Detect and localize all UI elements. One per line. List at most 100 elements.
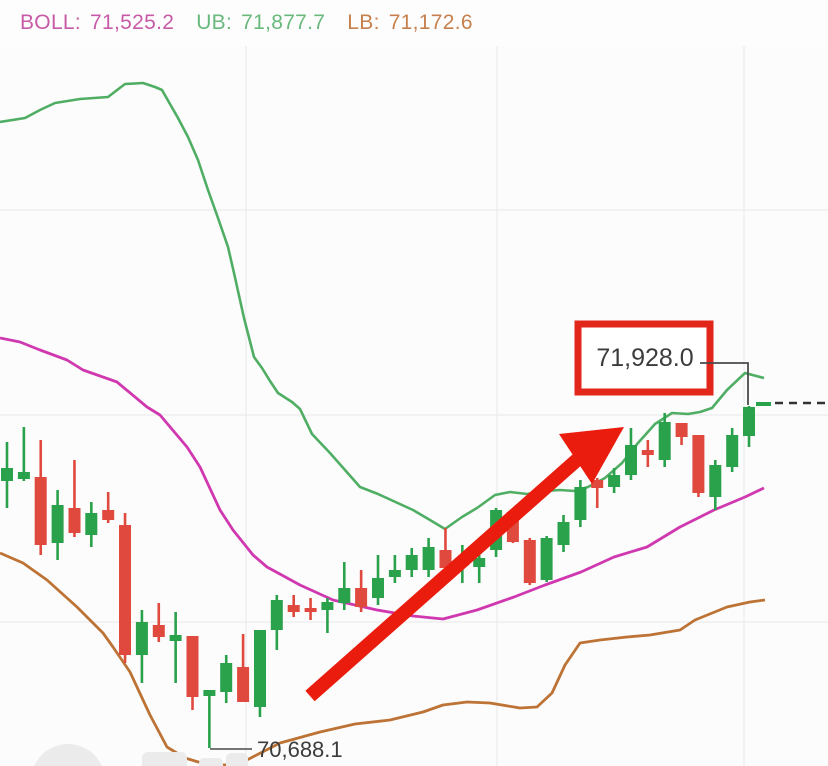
candle-body — [641, 450, 654, 455]
high-price-label: 71,928.0 — [596, 344, 693, 372]
candle-27 — [439, 528, 452, 573]
bollinger-lower-band-line — [0, 551, 766, 766]
candle-9 — [135, 610, 148, 683]
candle-body — [388, 570, 401, 577]
candle-32 — [523, 538, 536, 585]
candle-body — [557, 522, 570, 545]
candle-45 — [743, 406, 755, 447]
candle-22 — [355, 570, 368, 612]
ub-value: 71,877.7 — [241, 11, 326, 34]
candle-2 — [17, 427, 30, 481]
candle-7 — [102, 492, 115, 523]
candle-body — [254, 630, 266, 707]
candle-5 — [68, 460, 81, 537]
candle-body — [51, 505, 64, 543]
boll-value: 71,525.2 — [90, 11, 175, 34]
candle-body — [709, 465, 722, 497]
candle-body — [169, 635, 182, 641]
candle-body — [270, 600, 283, 630]
candle-18 — [287, 595, 300, 617]
reaction-badge-count: 55 — [50, 762, 86, 766]
candle-16 — [254, 630, 266, 717]
candle-19 — [304, 598, 317, 620]
candle-1 — [1, 442, 13, 508]
candle-body — [135, 622, 148, 655]
candle-33 — [540, 536, 553, 582]
candle-24 — [388, 555, 401, 583]
boll-label: BOLL: — [20, 11, 82, 34]
candle-body — [152, 625, 165, 637]
candle-body — [338, 588, 351, 603]
candle-15 — [237, 634, 250, 702]
trend-arrow-head — [559, 427, 624, 484]
candle-body — [119, 525, 131, 655]
candle-38 — [625, 428, 637, 480]
candle-body — [726, 435, 739, 467]
candle-body — [85, 513, 98, 535]
candle-body — [372, 578, 384, 598]
indicator-header: BOLL: 71,525.2 UB: 71,877.7 LB: 71,172.6 — [0, 0, 828, 46]
candle-body — [692, 435, 705, 493]
candle-12 — [186, 636, 199, 710]
candle-body — [439, 550, 452, 568]
cutoff-gray-button — [199, 758, 223, 766]
candle-21 — [338, 562, 351, 610]
candle-23 — [372, 555, 384, 605]
candle-26 — [422, 538, 435, 577]
candle-body — [17, 472, 30, 479]
lower-band-readout[interactable]: LB: 71,172.6 — [347, 11, 473, 35]
candle-13 — [203, 690, 216, 748]
candle-body — [405, 555, 418, 570]
candle-body — [355, 588, 368, 607]
candle-6 — [85, 502, 98, 547]
candle-34 — [557, 515, 570, 552]
boll-indicator-readout[interactable]: BOLL: 71,525.2 — [20, 11, 174, 35]
candle-8 — [119, 513, 131, 663]
candle-body — [321, 602, 334, 610]
lb-label: LB: — [347, 11, 380, 34]
candle-body — [743, 407, 755, 436]
upper-band-readout[interactable]: UB: 71,877.7 — [196, 11, 325, 35]
candle-43 — [709, 460, 722, 510]
candle-body — [1, 468, 13, 481]
low-price-label: 70,688.1 — [257, 737, 343, 762]
reaction-badge-circle[interactable] — [31, 744, 105, 766]
cutoff-gray-button — [226, 753, 248, 766]
candle-3 — [34, 440, 47, 555]
high-price-highlight-box — [574, 320, 714, 396]
candle-17 — [270, 595, 283, 650]
cutoff-gray-button — [142, 752, 187, 766]
candle-body — [658, 422, 671, 460]
candle-14 — [220, 655, 233, 703]
candle-body — [68, 508, 81, 533]
lb-value: 71,172.6 — [388, 11, 473, 34]
candle-42 — [692, 435, 705, 497]
candle-10 — [152, 603, 165, 642]
candle-body — [523, 540, 536, 583]
cutoff-bottom-ui: 55 — [31, 744, 248, 766]
candle-body — [540, 538, 553, 580]
candle-35 — [574, 480, 587, 527]
bollinger-upper-band-line — [0, 81, 765, 531]
candle-body — [625, 445, 637, 475]
candle-40 — [658, 413, 671, 467]
candle-body — [675, 423, 688, 437]
candle-body — [102, 510, 115, 520]
candle-20 — [321, 598, 334, 633]
bollinger-middle-band-line — [0, 336, 765, 621]
candle-37 — [608, 468, 621, 493]
candle-body — [591, 480, 604, 488]
candle-4 — [51, 490, 64, 560]
high-label-connector-line — [700, 362, 749, 405]
candle-body — [186, 636, 199, 697]
candle-25 — [405, 548, 418, 577]
candle-body — [237, 667, 250, 702]
candle-body — [203, 690, 216, 696]
candle-44 — [726, 428, 739, 472]
ub-label: UB: — [196, 11, 233, 34]
candle-41 — [675, 423, 688, 445]
candle-body — [473, 558, 486, 567]
candle-body — [304, 608, 317, 612]
